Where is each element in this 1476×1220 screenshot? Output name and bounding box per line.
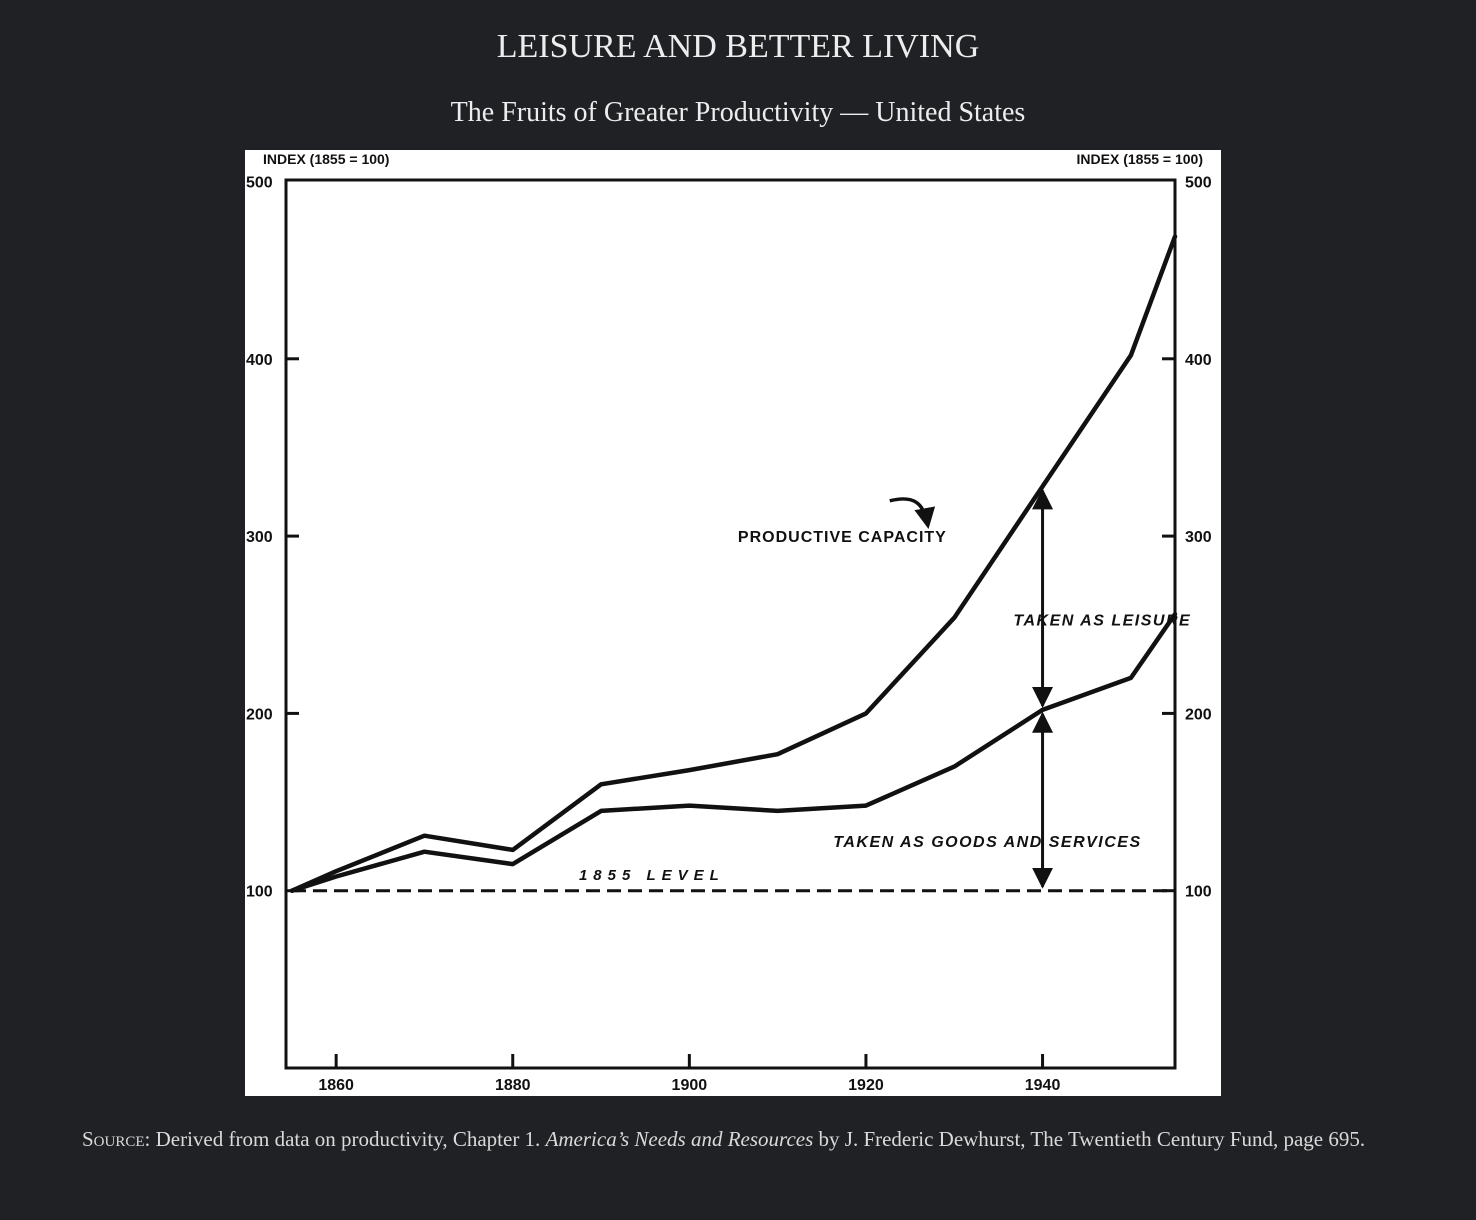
y-tick-label-right-100: 100 (1185, 884, 1212, 901)
y-tick-label-right-400: 400 (1185, 352, 1212, 369)
series-line-goods_and_services (289, 611, 1178, 893)
source-text-before: : Derived from data on productivity, Cha… (144, 1127, 546, 1151)
y-tick-label-right-300: 300 (1185, 529, 1212, 546)
y-tick-label-left-200: 200 (246, 706, 273, 723)
series-group (289, 234, 1178, 893)
page-title: LEISURE AND BETTER LIVING (496, 28, 980, 65)
page-subtitle: The Fruits of Greater Productivity — Uni… (450, 97, 1026, 128)
source-note: Source: Derived from data on productivit… (82, 1122, 1402, 1156)
line-chart: INDEX (1855 = 100) INDEX (1855 = 100) 18… (246, 151, 1212, 1095)
plot-frame (284, 178, 1177, 1070)
x-tick-label-1900: 1900 (672, 1077, 708, 1094)
annotations-group (889, 488, 1054, 889)
axis-ticks: 1860 1880 1900 1920 1940 100 100 200 200 300 300 40… (246, 175, 1212, 1095)
annotation-taken-as-leisure: TAKEN AS LEISURE (1013, 612, 1191, 629)
y-tick-label-left-100: 100 (246, 884, 273, 901)
series-line-productive_capacity (289, 234, 1178, 893)
chart-panel: INDEX (1855 = 100) INDEX (1855 = 100) 18… (245, 150, 1221, 1096)
source-text-after: by J. Frederic Dewhurst, The Twentieth C… (813, 1127, 1366, 1151)
x-tick-label-1940: 1940 (1025, 1077, 1061, 1094)
annotation-taken-as-goods: TAKEN AS GOODS AND SERVICES (833, 834, 1141, 851)
x-tick-label-1860: 1860 (318, 1077, 354, 1094)
annotation-productive-capacity: PRODUCTIVE CAPACITY (738, 529, 947, 546)
y-tick-label-right-500: 500 (1185, 175, 1212, 192)
y-tick-label-right-200: 200 (1185, 706, 1212, 723)
x-tick-label-1880: 1880 (495, 1077, 531, 1094)
y-tick-label-left-400: 400 (246, 352, 273, 369)
x-tick-label-1920: 1920 (848, 1077, 884, 1094)
y-tick-label-left-500: 500 (246, 175, 273, 192)
curved-arrow-productive-capacity (889, 497, 936, 529)
y-tick-label-left-300: 300 (246, 529, 273, 546)
y-axis-label-right: INDEX (1855 = 100) (1077, 151, 1203, 167)
annotation-1855-level: 1855 LEVEL (579, 867, 725, 884)
y-axis-label-left: INDEX (1855 = 100) (263, 151, 389, 167)
source-book-title: America’s Needs and Resources (545, 1127, 814, 1151)
source-lead: Source (82, 1127, 145, 1151)
